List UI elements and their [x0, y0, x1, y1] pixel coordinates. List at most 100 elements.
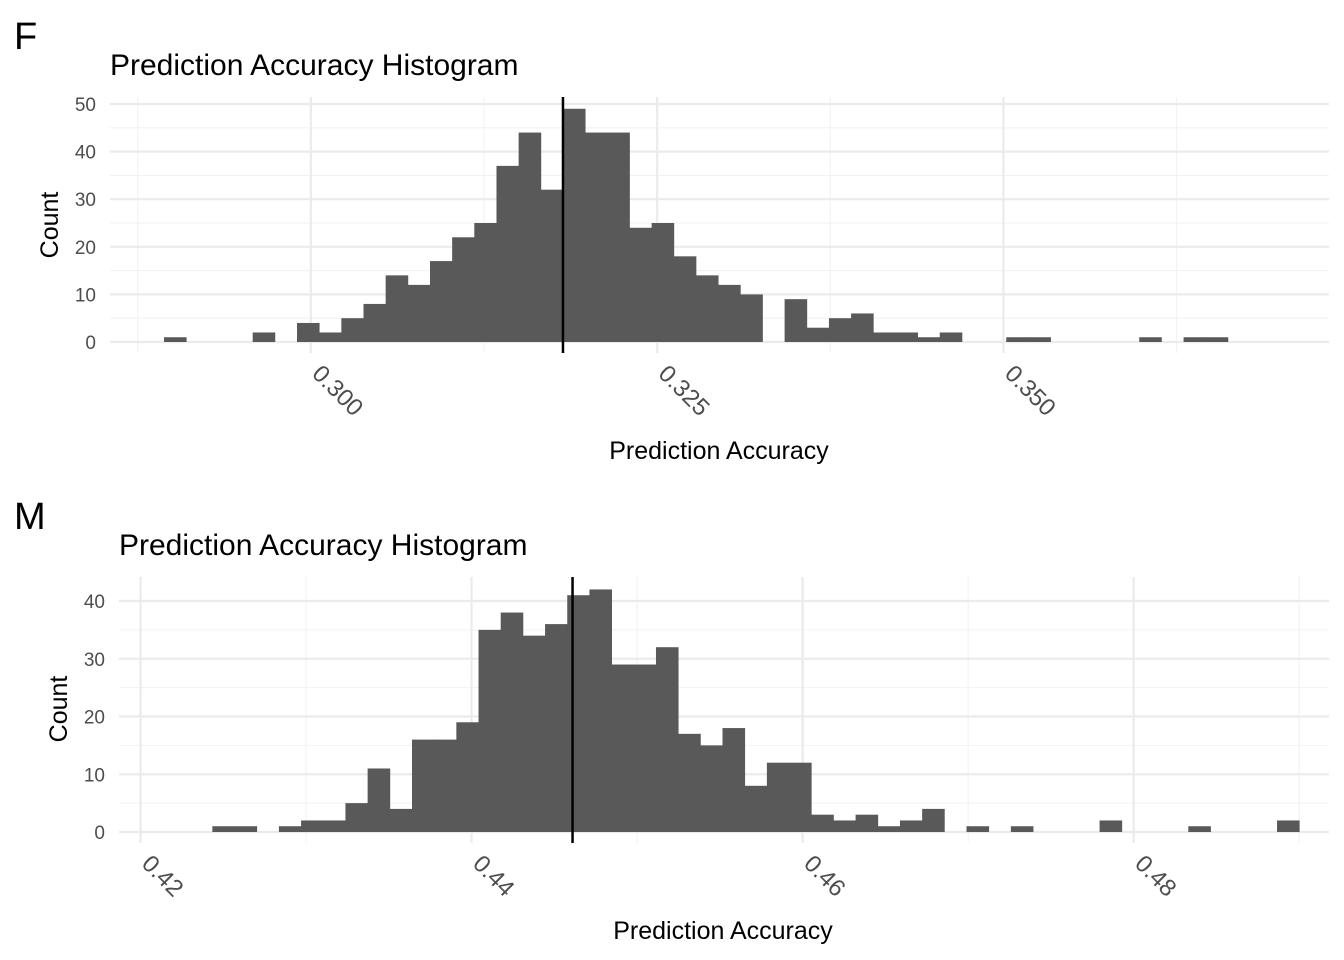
panel-letter: F — [14, 16, 37, 58]
x-tick-label: 0.44 — [467, 850, 519, 902]
panel-f: F Prediction Accuracy Histogram 0 10 20 30 4… — [14, 16, 1329, 465]
histogram-bar — [744, 785, 768, 832]
histogram-bar — [718, 284, 741, 342]
y-tick-label: 20 — [75, 238, 96, 259]
histogram-bar — [522, 635, 546, 832]
histogram-bar — [895, 332, 918, 342]
histogram-bar — [939, 332, 963, 342]
x-tick-label: 0.325 — [653, 360, 715, 422]
histogram-bar — [1188, 826, 1211, 832]
x-axis-title: Prediction Accuracy — [613, 917, 833, 945]
x-tick-label: 0.300 — [307, 360, 369, 422]
histogram-bar — [411, 739, 435, 832]
histogram-bar — [1183, 337, 1207, 342]
y-tick-label: 30 — [84, 650, 105, 671]
histogram-bar — [917, 337, 941, 342]
histogram-bar — [301, 820, 324, 832]
histogram-bar — [164, 337, 187, 342]
histogram-bar — [1010, 826, 1034, 832]
histogram-bar — [740, 294, 763, 342]
histogram-bar — [899, 820, 923, 832]
plot-grid — [110, 97, 1329, 353]
x-tick-label: 0.350 — [999, 360, 1061, 422]
histogram-bar — [456, 722, 479, 832]
histogram-bar — [629, 227, 653, 342]
histogram-bar — [434, 739, 457, 832]
histogram-bar — [212, 826, 235, 832]
y-tick-label: 10 — [75, 285, 96, 306]
histogram-bar — [474, 223, 497, 342]
histogram-bar — [611, 664, 635, 832]
histogram-bar — [651, 223, 675, 342]
x-tick-label: 0.48 — [1129, 850, 1181, 902]
histogram-bar — [784, 299, 808, 342]
y-axis-title: Count — [45, 676, 73, 743]
histogram-bar — [567, 595, 590, 832]
panel-letter: M — [14, 496, 46, 538]
y-axis-title: Count — [36, 192, 64, 259]
histogram-bar — [545, 624, 568, 832]
histogram-bar — [407, 284, 431, 342]
y-tick-label: 0 — [85, 333, 96, 354]
histogram-bar — [341, 318, 364, 342]
histogram-bar — [319, 332, 342, 342]
histogram-bar — [540, 189, 564, 342]
histogram-bar — [589, 589, 613, 832]
histogram-bar — [633, 664, 657, 832]
histogram-bar — [367, 768, 391, 832]
histogram-bar — [855, 814, 879, 832]
histogram-bar — [673, 256, 697, 342]
x-axis-ticks: 0.300 0.325 0.350 — [307, 360, 1061, 422]
histogram-bar — [766, 762, 790, 832]
histogram-bar — [877, 826, 901, 832]
histogram-bar — [1099, 820, 1123, 832]
y-tick-label: 20 — [84, 708, 105, 729]
histogram-bar — [655, 647, 679, 832]
histogram-bar — [252, 332, 276, 342]
histogram-bar — [562, 108, 586, 342]
y-tick-label: 30 — [75, 190, 96, 211]
histogram-bar — [278, 826, 302, 832]
histogram-bar — [922, 808, 945, 832]
histogram-bar — [496, 165, 520, 342]
histogram-bar — [363, 303, 387, 342]
histogram-bar — [452, 237, 475, 342]
y-tick-label: 0 — [94, 823, 105, 844]
panel-m: M Prediction Accuracy Histogram 0 10 20 30 4… — [14, 496, 1329, 945]
histogram-bar — [323, 820, 346, 832]
histogram-bar — [500, 612, 524, 832]
histogram-bar — [478, 629, 502, 832]
histogram-bar — [345, 803, 369, 832]
histogram-bar — [234, 826, 258, 832]
histogram-bar — [695, 275, 719, 342]
x-tick-label: 0.46 — [798, 850, 850, 902]
histogram-bar — [1006, 337, 1029, 342]
x-axis-title: Prediction Accuracy — [609, 437, 829, 465]
histogram-bar — [966, 826, 990, 832]
y-tick-label: 10 — [84, 765, 105, 786]
y-tick-label: 50 — [75, 95, 96, 116]
histogram-bar — [789, 762, 812, 832]
histogram-bar — [828, 318, 852, 342]
histogram-bar — [607, 132, 630, 342]
histogram-bar — [811, 814, 834, 832]
x-tick-label: 0.42 — [136, 850, 188, 902]
histogram-bar — [678, 733, 701, 832]
histogram-bar — [1205, 337, 1229, 342]
y-axis-ticks: 0 10 20 30 40 — [84, 592, 105, 844]
y-axis-ticks: 0 10 20 30 40 50 — [75, 95, 96, 354]
histogram-bar — [518, 132, 542, 342]
histogram-bars — [212, 589, 1300, 832]
x-axis-ticks: 0.42 0.44 0.46 0.48 — [136, 850, 1181, 902]
histogram-bar — [851, 313, 874, 342]
histogram-bar — [1028, 337, 1051, 342]
chart-title: Prediction Accuracy Histogram — [119, 529, 528, 562]
histogram-bar — [1277, 820, 1300, 832]
histogram-bar — [873, 332, 896, 342]
histogram-bar — [429, 261, 453, 342]
histogram-bar — [385, 275, 409, 342]
histogram-bar — [833, 820, 856, 832]
histogram-bar — [389, 808, 413, 832]
y-tick-label: 40 — [84, 592, 105, 613]
